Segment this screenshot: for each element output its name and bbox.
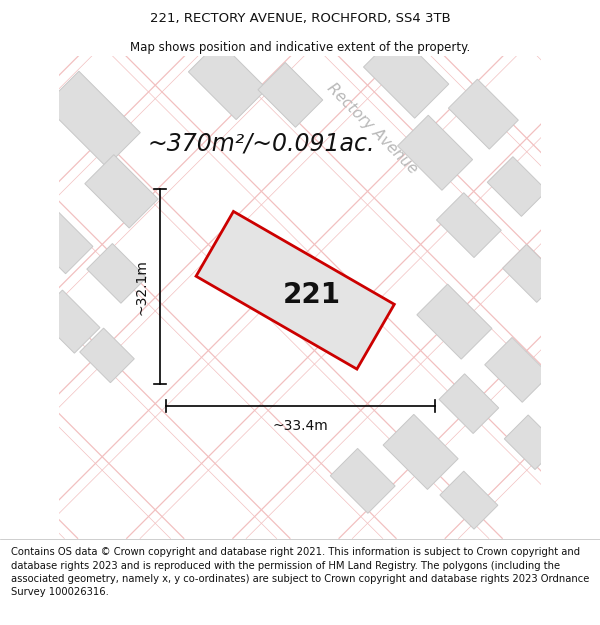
Polygon shape [383,414,458,489]
Polygon shape [503,244,560,302]
Text: ~370m²/~0.091ac.: ~370m²/~0.091ac. [148,131,375,155]
Polygon shape [80,328,134,382]
Polygon shape [439,374,499,434]
Polygon shape [87,244,146,303]
Text: Map shows position and indicative extent of the property.: Map shows position and indicative extent… [130,41,470,54]
Polygon shape [37,290,100,353]
Text: Rectory Avenue: Rectory Avenue [324,81,421,177]
Polygon shape [45,71,140,167]
Polygon shape [85,154,158,228]
Polygon shape [448,79,518,149]
Text: 221: 221 [283,281,341,309]
Polygon shape [436,192,501,258]
Text: ~32.1m: ~32.1m [135,259,149,314]
Text: Contains OS data © Crown copyright and database right 2021. This information is : Contains OS data © Crown copyright and d… [11,548,589,597]
Polygon shape [440,471,498,529]
Text: ~33.4m: ~33.4m [272,419,328,433]
Polygon shape [364,33,449,118]
Polygon shape [258,62,323,127]
Polygon shape [188,41,267,119]
Polygon shape [25,206,93,274]
Polygon shape [331,449,395,513]
Polygon shape [505,415,559,469]
Polygon shape [417,284,492,359]
Polygon shape [485,338,550,402]
Polygon shape [487,157,547,216]
Polygon shape [398,115,473,190]
Polygon shape [196,211,394,369]
Text: 221, RECTORY AVENUE, ROCHFORD, SS4 3TB: 221, RECTORY AVENUE, ROCHFORD, SS4 3TB [149,12,451,26]
